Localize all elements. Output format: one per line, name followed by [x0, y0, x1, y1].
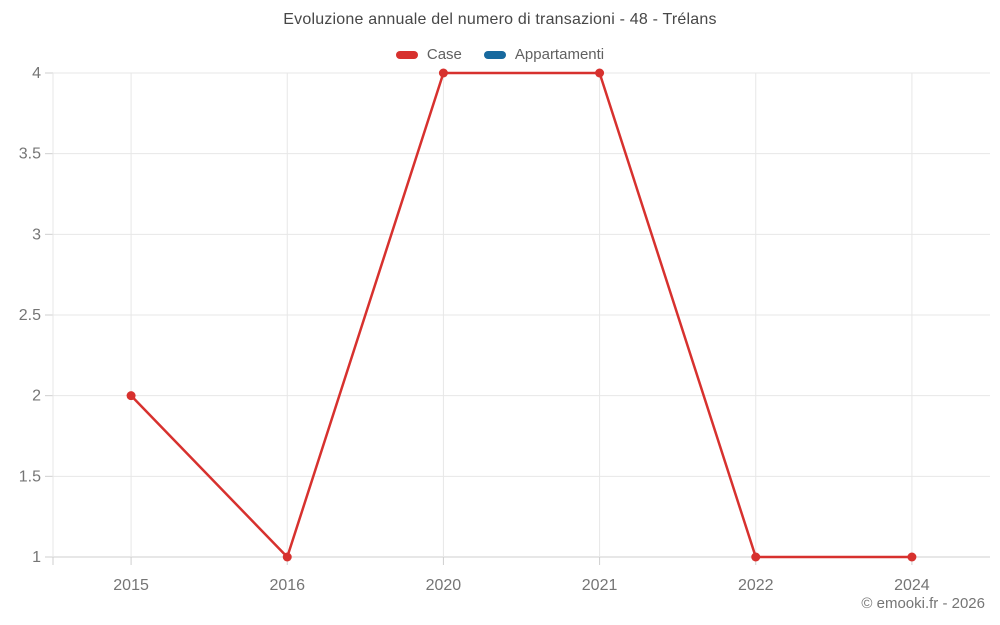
- x-axis-label: 2022: [738, 577, 774, 594]
- footer-credit: © emooki.fr - 2026: [861, 595, 985, 612]
- data-point-case: [438, 68, 448, 78]
- legend-swatch-case-icon: [395, 50, 418, 59]
- data-point-case: [282, 552, 292, 562]
- data-point-case: [126, 391, 136, 401]
- legend-item-appartamenti[interactable]: Appartamenti: [483, 46, 605, 63]
- y-axis-label: 2.5: [19, 307, 41, 324]
- chart-legend: Case Appartamenti: [0, 46, 1000, 63]
- legend-label-appartamenti: Appartamenti: [514, 46, 605, 63]
- legend-swatch-appartamenti-icon: [483, 50, 506, 59]
- x-axis-label: 2015: [113, 577, 149, 594]
- data-point-case: [751, 552, 761, 562]
- x-axis-label: 2020: [426, 577, 462, 594]
- legend-label-case: Case: [426, 46, 462, 63]
- series-line-case: [130, 71, 912, 559]
- data-point-case: [595, 68, 605, 78]
- x-axis-label: 2021: [582, 577, 618, 594]
- chart-title: Evoluzione annuale del numero di transaz…: [283, 11, 717, 28]
- x-axis-label: 2016: [269, 577, 305, 594]
- x-axis-label: 2024: [894, 577, 930, 594]
- y-axis-label: 1.5: [19, 468, 41, 485]
- legend-item-case[interactable]: Case: [395, 46, 462, 63]
- y-axis-label: 1: [32, 549, 41, 566]
- y-axis-label: 3: [32, 226, 41, 243]
- y-axis-label: 3.5: [19, 146, 41, 163]
- y-axis-label: 4: [32, 65, 41, 82]
- y-axis-label: 2: [32, 388, 41, 405]
- data-point-case: [907, 552, 917, 562]
